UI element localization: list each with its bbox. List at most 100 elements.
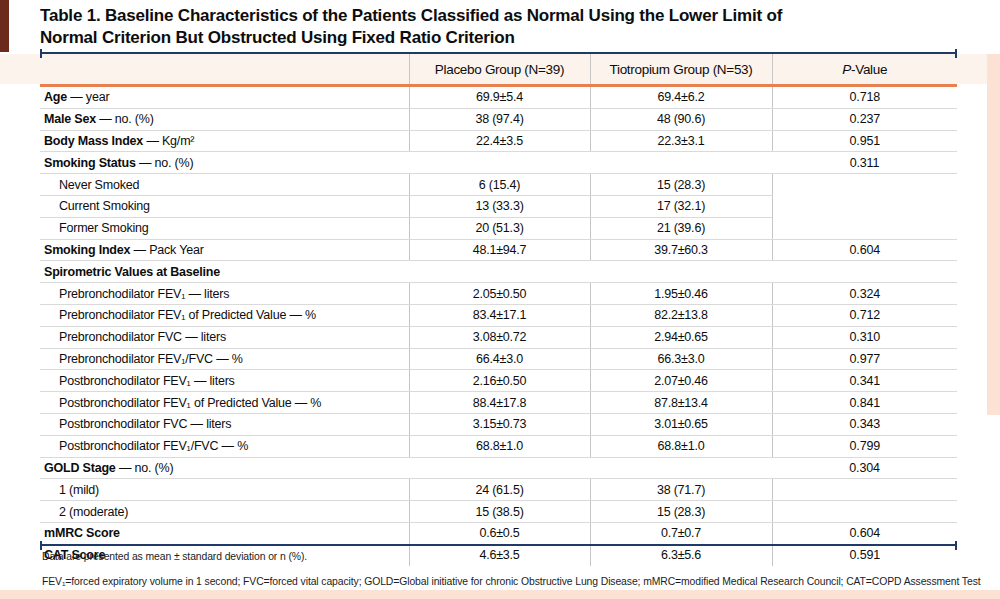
table-row: Never Smoked 6 (15.4) 15 (28.3): [40, 174, 957, 196]
p-value-merged: [772, 174, 957, 239]
tiotropium-value: 0.7±0.7: [590, 522, 772, 544]
table-row: Prebronchodilator FEV₁ — liters 2.05±0.5…: [40, 283, 957, 305]
row-label: Prebronchodilator FEV₁ of Predicted Valu…: [40, 304, 409, 326]
tiotropium-value: 17 (32.1): [590, 195, 772, 217]
tiotropium-value: 22.3±3.1: [590, 130, 772, 152]
tiotropium-value: 48 (90.6): [590, 108, 772, 130]
p-value: 0.324: [772, 283, 957, 305]
row-label: Postbronchodilator FEV₁/FVC — %: [40, 435, 409, 457]
tiotropium-value: 69.4±6.2: [590, 86, 772, 109]
placebo-value: 48.1±94.7: [409, 239, 590, 261]
row-label: Smoking Index — Pack Year: [40, 239, 409, 261]
column-header-pvalue: P-Value: [772, 54, 957, 86]
footnote-presentation: Data are presented as mean ± standard de…: [42, 551, 307, 562]
row-label: Prebronchodilator FEV₁/FVC — %: [40, 348, 409, 370]
table-row: Postbronchodilator FEV₁ of Predicted Val…: [40, 392, 957, 414]
table-row: Postbronchodilator FEV₁ — liters 2.16±0.…: [40, 370, 957, 392]
row-label: Postbronchodilator FEV₁ — liters: [40, 370, 409, 392]
p-value: 0.310: [772, 326, 957, 348]
p-value: 0.604: [772, 239, 957, 261]
accent-bar: [0, 0, 9, 52]
row-label: mMRC Score: [40, 522, 409, 544]
row-label: Body Mass Index — Kg/m²: [40, 130, 409, 152]
row-label: GOLD Stage — no. (%): [40, 457, 772, 479]
p-value: 0.311: [772, 152, 957, 174]
tiotropium-value: 15 (28.3): [590, 174, 772, 196]
table-row: Spirometric Values at Baseline: [40, 261, 957, 283]
table-row: Postbronchodilator FEV₁/FVC — % 68.8±1.0…: [40, 435, 957, 457]
p-value: 0.977: [772, 348, 957, 370]
table-title-line1: Table 1. Baseline Characteristics of the…: [40, 5, 990, 27]
tiotropium-value: 38 (71.7): [590, 479, 772, 501]
placebo-value: 83.4±17.1: [409, 304, 590, 326]
table-row: Prebronchodilator FEV₁/FVC — % 66.4±3.0 …: [40, 348, 957, 370]
tiotropium-value: 68.8±1.0: [590, 435, 772, 457]
table-row: 1 (mild) 24 (61.5) 38 (71.7): [40, 479, 957, 501]
row-label: Prebronchodilator FEV₁ — liters: [40, 283, 409, 305]
p-value: 0.304: [772, 457, 957, 479]
bottom-pink-band: [0, 590, 1000, 599]
row-label: Smoking Status — no. (%): [40, 152, 772, 174]
bottom-rule: [40, 544, 957, 546]
header-row: Placebo Group (N=39) Tiotropium Group (N…: [40, 54, 957, 86]
table-row: Age — year 69.9±5.4 69.4±6.2 0.718: [40, 86, 957, 109]
table-row: Body Mass Index — Kg/m² 22.4±3.5 22.3±3.…: [40, 130, 957, 152]
row-label: Postbronchodilator FVC — liters: [40, 413, 409, 435]
p-value: 0.718: [772, 86, 957, 109]
placebo-value: 20 (51.3): [409, 217, 590, 239]
table-row: Smoking Status — no. (%) 0.311: [40, 152, 957, 174]
row-label: Male Sex — no. (%): [40, 108, 409, 130]
p-value: 0.237: [772, 108, 957, 130]
table-row: 2 (moderate) 15 (38.5) 15 (28.3): [40, 501, 957, 523]
row-label: Postbronchodilator FEV₁ of Predicted Val…: [40, 392, 409, 414]
footnote-abbreviations: FEV₁=forced expiratory volume in 1 secon…: [42, 576, 981, 587]
p-value: 0.604: [772, 522, 957, 544]
table-title-line2: Normal Criterion But Obstructed Using Fi…: [40, 27, 990, 49]
row-label: 2 (moderate): [40, 501, 409, 523]
column-header-tiotropium: Tiotropium Group (N=53): [590, 54, 772, 86]
table-title: Table 1. Baseline Characteristics of the…: [40, 5, 990, 48]
p-value: 0.841: [772, 392, 957, 414]
row-label: Never Smoked: [40, 174, 409, 196]
placebo-value: 6 (15.4): [409, 174, 590, 196]
p-value: 0.799: [772, 435, 957, 457]
placebo-value: 15 (38.5): [409, 501, 590, 523]
p-value: [772, 479, 957, 501]
row-label: Prebronchodilator FVC — liters: [40, 326, 409, 348]
placebo-value: 4.6±3.5: [409, 544, 590, 565]
placebo-value: 68.8±1.0: [409, 435, 590, 457]
tiotropium-value: 21 (39.6): [590, 217, 772, 239]
tiotropium-value: 3.01±0.65: [590, 413, 772, 435]
placebo-value: 0.6±0.5: [409, 522, 590, 544]
row-label: Age — year: [40, 86, 409, 109]
pvalue-rest: -Value: [851, 62, 887, 77]
p-value: 0.343: [772, 413, 957, 435]
tiotropium-value: 2.07±0.46: [590, 370, 772, 392]
placebo-value: 3.08±0.72: [409, 326, 590, 348]
placebo-value: 38 (97.4): [409, 108, 590, 130]
placebo-value: 2.16±0.50: [409, 370, 590, 392]
p-value: 0.712: [772, 304, 957, 326]
placebo-value: 24 (61.5): [409, 479, 590, 501]
row-label: Current Smoking: [40, 195, 409, 217]
tiotropium-value: 15 (28.3): [590, 501, 772, 523]
p-value: 0.341: [772, 370, 957, 392]
tiotropium-value: 66.3±3.0: [590, 348, 772, 370]
row-label: Former Smoking: [40, 217, 409, 239]
pvalue-italic-p: P: [842, 62, 851, 77]
table-row: Prebronchodilator FEV₁ of Predicted Valu…: [40, 304, 957, 326]
table-row: Male Sex — no. (%) 38 (97.4) 48 (90.6) 0…: [40, 108, 957, 130]
table-row: Postbronchodilator FVC — liters 3.15±0.7…: [40, 413, 957, 435]
tiotropium-value: 6.3±5.6: [590, 544, 772, 565]
table-row: mMRC Score 0.6±0.5 0.7±0.7 0.604: [40, 522, 957, 544]
row-label: 1 (mild): [40, 479, 409, 501]
placebo-value: 13 (33.3): [409, 195, 590, 217]
column-header-characteristic: [40, 54, 409, 86]
p-value: [772, 501, 957, 523]
placebo-value: 2.05±0.50: [409, 283, 590, 305]
placebo-value: 22.4±3.5: [409, 130, 590, 152]
right-pink-band: [987, 54, 1000, 415]
tiotropium-value: 2.94±0.65: [590, 326, 772, 348]
table-row: Prebronchodilator FVC — liters 3.08±0.72…: [40, 326, 957, 348]
column-header-placebo: Placebo Group (N=39): [409, 54, 590, 86]
